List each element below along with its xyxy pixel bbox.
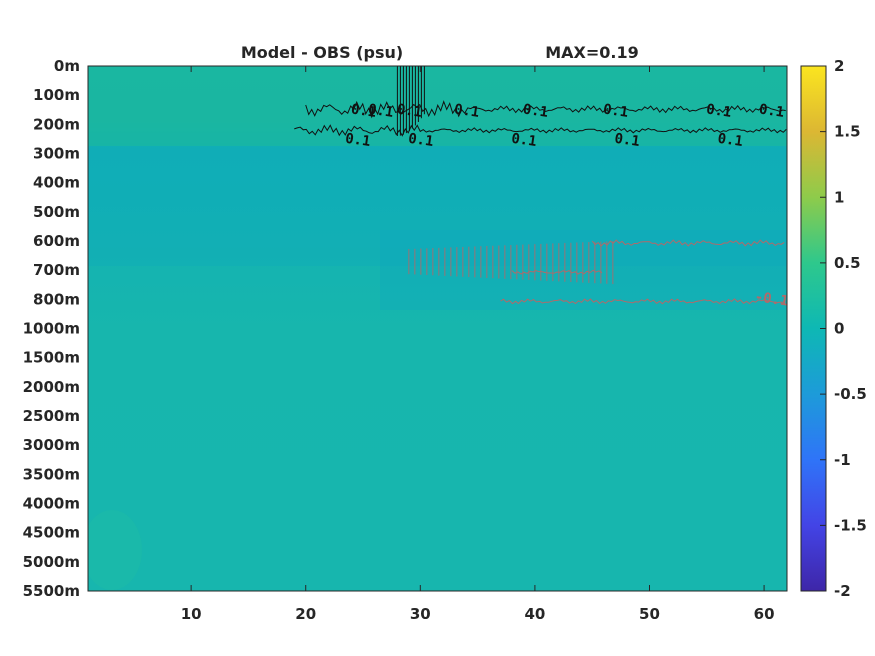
colorbar-axis: 2 1.5 1 0.5 0 -0.5 -1 -1.5 -2 (820, 57, 867, 600)
y-tick-label: 100m (33, 86, 80, 104)
y-tick-label: 2500m (23, 407, 80, 425)
contour-label: 0.1 (522, 102, 549, 121)
y-axis: 0m 100m 200m 300m 400m 500m 600m 700m 800m 1000m 1… (23, 57, 80, 600)
contour-label: 0.1 (510, 131, 537, 150)
chart-title: Model - OBS (psu) (241, 43, 403, 62)
contour-line-lower (294, 124, 787, 137)
x-tick-label: 20 (295, 605, 316, 623)
contour-label: 0.1 (602, 102, 629, 121)
x-tick-label: 40 (524, 605, 545, 623)
y-tick-label: 5500m (23, 582, 80, 600)
contour-label: 0.1 (758, 102, 785, 121)
colorbar-tick-label: 1 (834, 188, 844, 206)
y-tick-label: 4000m (23, 495, 80, 513)
y-tick-label: 300m (33, 145, 80, 163)
contour-label: -0.1 (754, 289, 790, 310)
contour-label: 0.1 (717, 131, 744, 150)
y-tick-label: 1500m (23, 349, 80, 367)
y-tick-label: 3000m (23, 436, 80, 454)
contour-label: 0.1 (613, 131, 640, 150)
contour-label: 0.1 (407, 131, 434, 150)
colorbar-tick-label: 1.5 (834, 123, 861, 141)
x-tick-label: 50 (639, 605, 660, 623)
contour-label: 0.1 (705, 102, 732, 121)
y-tick-label: 5000m (23, 553, 80, 571)
contour-label: 0.1 (396, 102, 423, 121)
y-tick-label: 600m (33, 232, 80, 250)
y-tick-label: 800m (33, 290, 80, 308)
contour-label: 0.1 (453, 102, 480, 121)
x-tick-label: 10 (181, 605, 202, 623)
heatmap-field: 0.10.1 0.1 0.1 0.1 0.1 0.1 0.10.1 0.1 0.1 0.1 0.1-… (88, 66, 790, 591)
y-tick-label: 700m (33, 261, 80, 279)
max-label: MAX=0.19 (545, 43, 639, 62)
plot-frame (87, 65, 788, 592)
x-tick-label: 60 (754, 605, 775, 623)
contour-line-negative-inner (511, 269, 603, 275)
y-tick-label: 3500m (23, 465, 80, 483)
contour-label: 0.1 (367, 102, 394, 121)
y-tick-label: 1000m (23, 320, 80, 338)
x-tick-label: 30 (410, 605, 431, 623)
colorbar-tick-label: 0.5 (834, 254, 861, 272)
y-tick-label: 500m (33, 203, 80, 221)
y-tick-label: 4500m (23, 524, 80, 542)
colorbar-tick-label: 2 (834, 57, 844, 75)
colorbar-tick-label: -0.5 (834, 385, 867, 403)
colorbar-tick-label: -2 (834, 582, 851, 600)
x-axis: 10 20 30 40 50 60 (181, 66, 775, 623)
contour-line-negative-upper (591, 239, 785, 247)
y-tick-label: 400m (33, 174, 80, 192)
y-tick-label: 2000m (23, 378, 80, 396)
contour-line-upper (305, 100, 786, 119)
colorbar-tick-label: -1 (834, 451, 851, 469)
y-tick-label: 0m (54, 57, 80, 75)
contour-line-negative-lower (500, 298, 786, 305)
contour-label: 0.1 (350, 102, 377, 121)
colorbar-tick-label: 0 (834, 320, 844, 338)
y-tick-label: 200m (33, 115, 80, 133)
colorbar-tick-label: -1.5 (834, 516, 867, 534)
contour-label: 0.1 (344, 131, 371, 150)
